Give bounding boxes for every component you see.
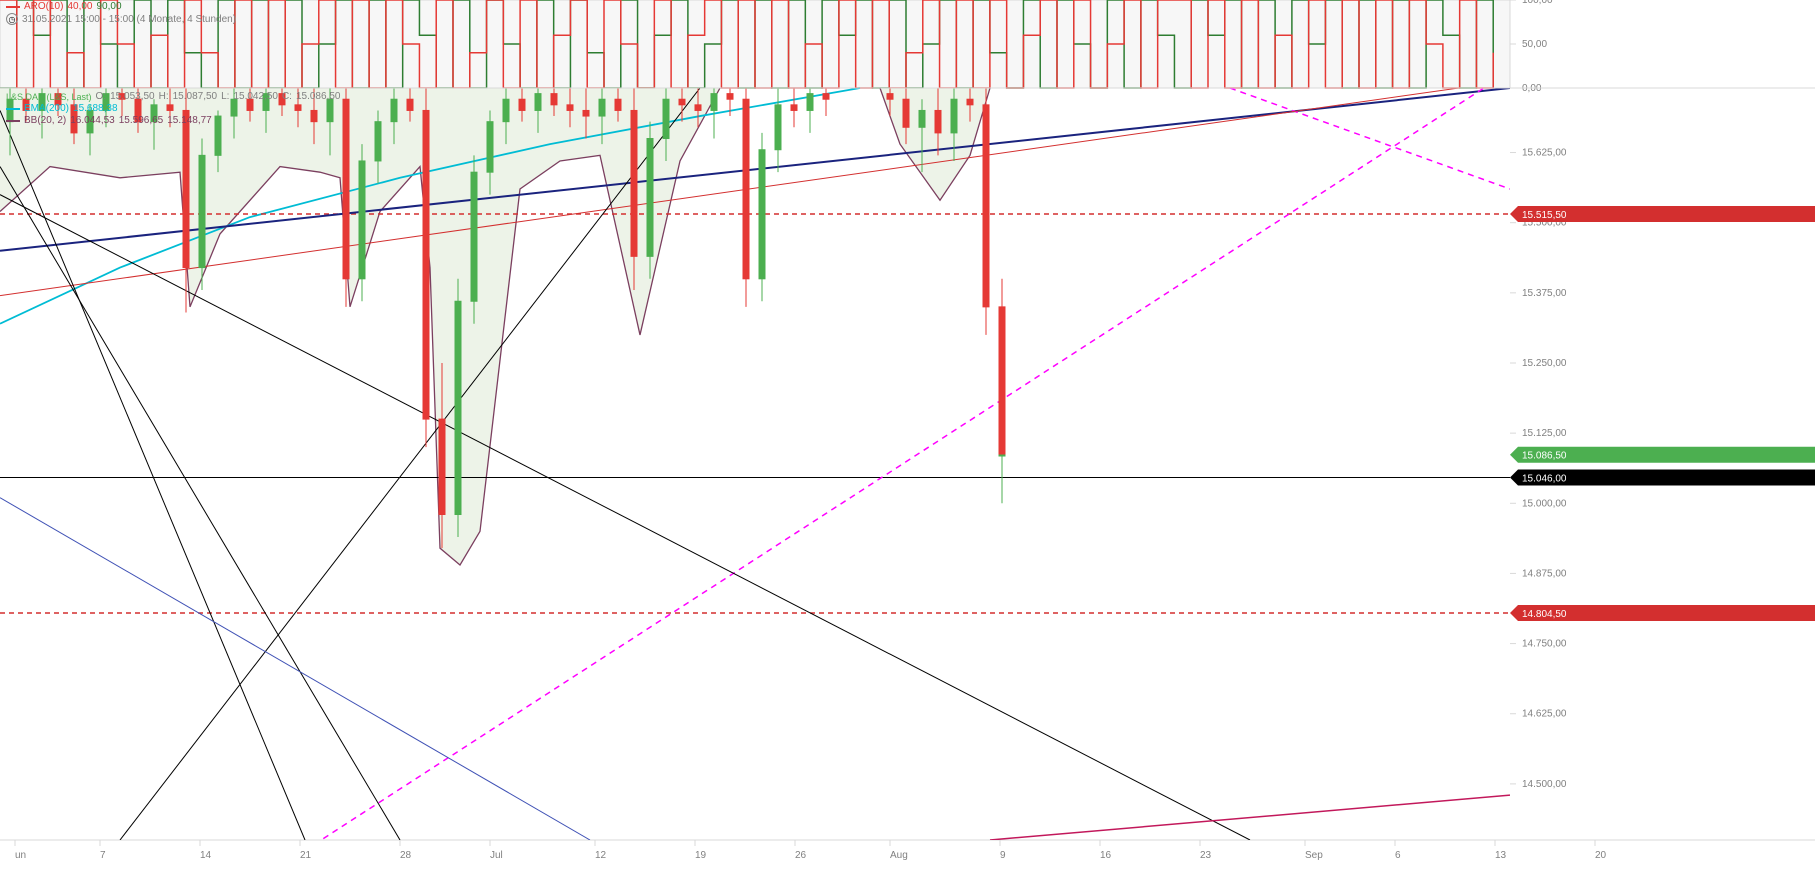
svg-text:100,00: 100,00 (1522, 0, 1553, 6)
svg-text:12: 12 (595, 850, 607, 861)
svg-text:14.804,50: 14.804,50 (1522, 609, 1567, 620)
inst-label: L&S DAX (L&S, Last) (6, 92, 92, 102)
legend-bb: BB(20, 2) 16.044,53 15.596,65 15.148,77 (0, 114, 218, 127)
svg-text:16: 16 (1100, 850, 1112, 861)
svg-text:14.750,00: 14.750,00 (1522, 639, 1567, 650)
aro-label: ARO(10) (24, 1, 63, 12)
aro-v2: 90,00 (96, 1, 121, 12)
svg-text:21: 21 (300, 850, 312, 861)
svg-text:6: 6 (1395, 850, 1401, 861)
svg-text:14.500,00: 14.500,00 (1522, 779, 1567, 790)
svg-text:13: 13 (1495, 850, 1507, 861)
svg-text:14.875,00: 14.875,00 (1522, 568, 1567, 579)
svg-text:26: 26 (795, 850, 807, 861)
svg-text:9: 9 (1000, 850, 1006, 861)
svg-text:15.375,00: 15.375,00 (1522, 288, 1567, 299)
svg-text:un: un (15, 850, 26, 861)
svg-text:Sep: Sep (1305, 850, 1323, 861)
svg-text:15.125,00: 15.125,00 (1522, 428, 1567, 439)
legend-timeframe: ◷ 31.05.2021 15:00 - 15:00 (4 Monate, 4 … (0, 12, 242, 26)
svg-text:Jul: Jul (490, 850, 503, 861)
svg-text:15.250,00: 15.250,00 (1522, 358, 1567, 369)
svg-text:20: 20 (1595, 850, 1607, 861)
chart-container: ARO(10) 40,00 90,00 ◷ 31.05.2021 15:00 -… (0, 0, 1815, 873)
chart-svg[interactable]: 0,0050,00100,0015.625,0015.500,0015.375,… (0, 0, 1815, 873)
timeframe-text: 31.05.2021 15:00 - 15:00 (4 Monate, 4 St… (22, 14, 236, 25)
aro-v1: 40,00 (67, 1, 92, 12)
svg-text:19: 19 (695, 850, 707, 861)
svg-text:Aug: Aug (890, 850, 908, 861)
svg-text:50,00: 50,00 (1522, 39, 1547, 50)
svg-text:15.086,50: 15.086,50 (1522, 451, 1567, 462)
svg-text:15.515,50: 15.515,50 (1522, 210, 1567, 221)
svg-text:7: 7 (100, 850, 106, 861)
svg-text:28: 28 (400, 850, 412, 861)
svg-text:14: 14 (200, 850, 212, 861)
svg-text:14.625,00: 14.625,00 (1522, 709, 1567, 720)
svg-text:15.046,00: 15.046,00 (1522, 473, 1567, 484)
svg-text:15.000,00: 15.000,00 (1522, 498, 1567, 509)
svg-text:23: 23 (1200, 850, 1212, 861)
svg-text:15.625,00: 15.625,00 (1522, 148, 1567, 159)
